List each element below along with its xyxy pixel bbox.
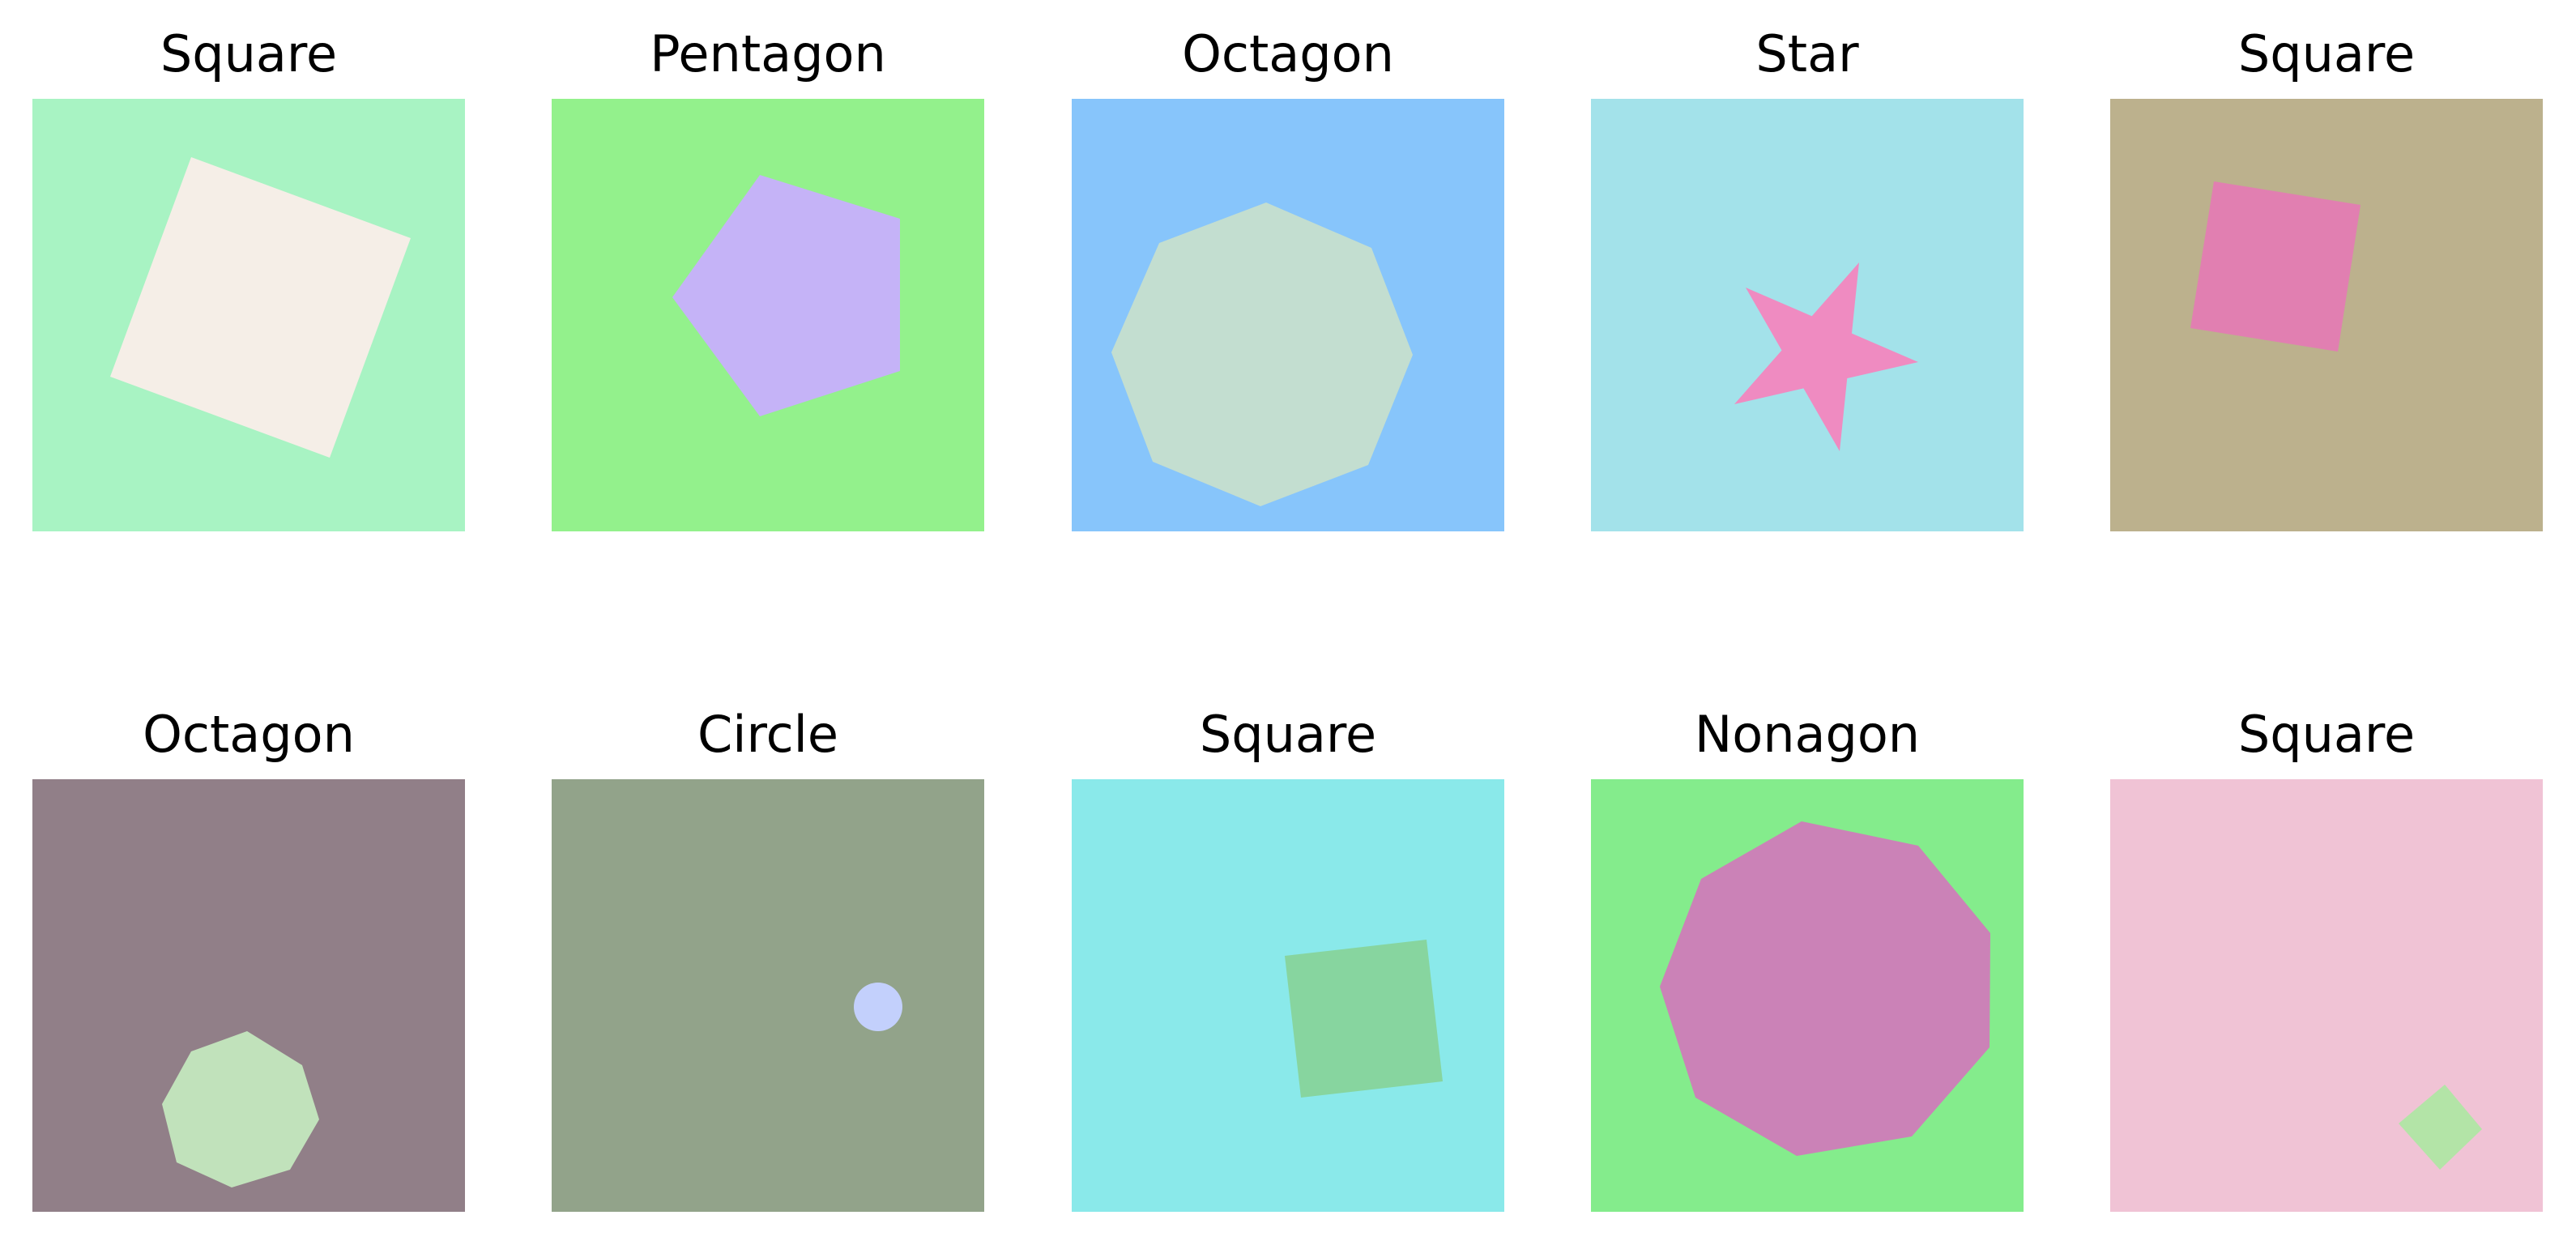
- panel-image: [2110, 99, 2543, 531]
- panel-image: [552, 99, 984, 531]
- octagon-shape: [1111, 203, 1413, 506]
- panel-title: Square: [2237, 705, 2416, 764]
- panel-image: [552, 779, 984, 1212]
- panel-title: Nonagon: [1694, 705, 1921, 764]
- panel-title: Circle: [697, 705, 839, 764]
- panel-title: Square: [160, 24, 338, 83]
- square-shape: [2190, 181, 2361, 352]
- panel-title: Octagon: [143, 705, 355, 764]
- panel-image: [1591, 779, 2024, 1212]
- panel-title: Square: [1199, 705, 1377, 764]
- panel-image: [1591, 99, 2024, 531]
- circle-shape: [854, 983, 902, 1031]
- panel-image: [1072, 779, 1504, 1212]
- square-shape: [1285, 940, 1443, 1098]
- panel-title: Pentagon: [650, 24, 886, 83]
- panel-image: [32, 99, 465, 531]
- nonagon-shape: [1660, 821, 1990, 1156]
- panel-image: [32, 779, 465, 1212]
- square-shape: [110, 157, 411, 458]
- panel-image: [2110, 779, 2543, 1212]
- panel-title: Star: [1755, 24, 1859, 83]
- panel-background: [552, 779, 984, 1212]
- panel-background: [2110, 779, 2543, 1212]
- panel-title: Square: [2237, 24, 2416, 83]
- panel-background: [1072, 779, 1504, 1212]
- octagon-shape: [162, 1031, 319, 1187]
- square-shape: [2399, 1085, 2482, 1170]
- panel-image: [1072, 99, 1504, 531]
- pentagon-shape: [672, 175, 900, 416]
- panel-title: Octagon: [1182, 24, 1394, 83]
- star-shape: [1734, 262, 1918, 451]
